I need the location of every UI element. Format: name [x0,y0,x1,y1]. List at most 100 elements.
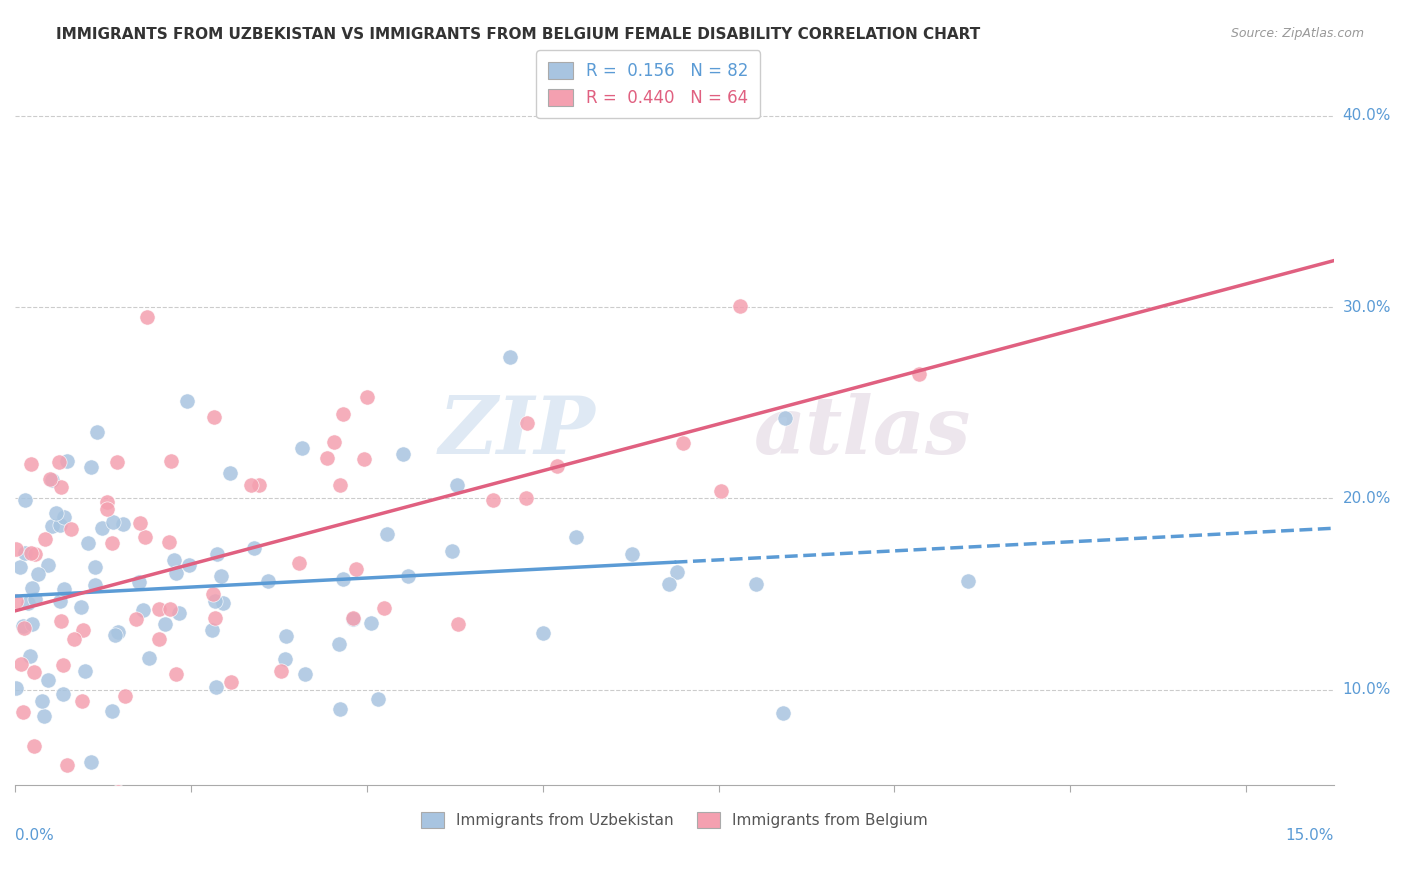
Point [447,616,470,631]
Point [52,509,75,524]
Point [209,569,232,583]
Point [96,495,118,509]
Point [441,544,464,558]
Point [128,575,150,590]
Point [247,478,270,492]
Point [20,546,42,560]
Point [114,689,136,703]
Text: atlas: atlas [754,392,972,470]
Point [212,596,235,610]
Point [86,425,108,439]
Point [13,705,35,719]
Point [482,492,505,507]
Point [107,785,129,799]
Point [56,758,79,772]
Point [131,602,153,616]
Point [79,755,101,769]
Point [204,611,226,625]
Point [329,702,352,716]
Point [515,491,537,505]
Point [34,532,56,546]
Point [328,637,350,651]
Point [105,455,128,469]
Point [356,390,378,404]
Point [360,616,382,631]
Point [329,478,352,492]
Point [546,458,568,473]
Point [48,518,70,533]
Point [21,617,44,632]
Point [672,435,695,450]
Point [159,602,181,616]
Point [204,594,226,608]
Point [90,521,112,535]
Point [323,435,346,450]
Point [22,665,45,679]
Point [135,310,157,324]
Point [41,473,63,487]
Point [620,547,643,561]
Point [22,739,45,753]
Point [96,502,118,516]
Point [6,542,28,557]
Point [396,569,419,583]
Point [446,477,468,491]
Point [72,623,94,637]
Point [148,602,170,616]
Point [20,458,42,472]
Point [274,652,297,666]
Point [499,350,522,364]
Point [63,632,86,647]
Point [342,611,364,625]
Point [710,484,733,499]
Point [160,454,183,468]
Point [101,704,124,718]
Point [14,546,37,560]
Point [155,797,177,812]
Point [41,519,63,533]
Point [204,680,226,694]
Point [6,594,28,608]
Point [76,536,98,550]
Point [218,466,240,480]
Point [772,706,794,720]
Point [134,530,156,544]
Point [37,558,59,573]
Point [60,522,83,536]
Point [201,587,224,601]
Point [27,567,49,582]
Point [288,556,311,570]
Point [257,574,280,589]
Point [83,560,105,574]
Point [294,666,316,681]
Point [167,606,190,620]
Point [70,694,93,708]
Point [332,572,354,586]
Point [21,581,44,595]
Point [45,506,67,520]
Point [274,628,297,642]
Point [18,649,41,664]
Point [107,624,129,639]
Legend: Immigrants from Uzbekistan, Immigrants from Belgium: Immigrants from Uzbekistan, Immigrants f… [415,806,934,835]
Text: 10.0%: 10.0% [1343,682,1391,698]
Point [775,411,797,425]
Point [101,536,124,550]
Point [52,687,75,701]
Point [177,558,200,572]
Point [205,547,228,561]
Point [52,582,75,596]
Text: ZIP: ZIP [439,392,595,470]
Point [49,614,72,628]
Point [31,694,53,708]
Point [270,664,292,678]
Point [138,651,160,665]
Point [83,578,105,592]
Point [745,577,768,591]
Point [956,574,979,588]
Point [24,592,46,607]
Text: 15.0%: 15.0% [1286,828,1334,843]
Point [80,460,103,475]
Point [8,559,31,574]
Point [375,527,398,541]
